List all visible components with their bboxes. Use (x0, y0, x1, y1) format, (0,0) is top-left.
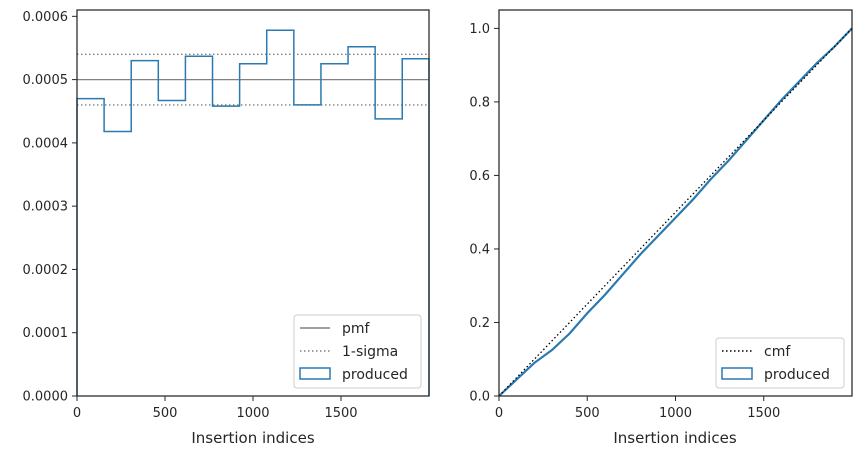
right-legend-box (715, 337, 845, 389)
right-x-axis-label: Insertion indices (613, 429, 736, 447)
legend-sigma-label: 1-sigma (342, 344, 398, 360)
legend-produced-label: produced (342, 367, 408, 383)
x-tick-label: 1000 (236, 406, 269, 421)
right-plot-area (499, 10, 852, 396)
pmf-histogram-panel: 0 500 1000 1500 0.00000.00010.00020.00030.0… (23, 9, 430, 447)
y-tick-label: 0.4 (469, 242, 490, 257)
x-tick-label: 500 (575, 406, 600, 421)
produced-cumulative-line (498, 27, 853, 397)
x-tick-label: 500 (153, 406, 178, 421)
y-tick-label: 0.0004 (23, 136, 69, 151)
legend-produced-label-right: produced (764, 367, 830, 383)
y-tick-label: 0.0 (469, 390, 490, 405)
y-tick-label: 0.2 (469, 316, 490, 331)
y-tick-label: 0.0005 (23, 73, 69, 88)
y-tick-label: 0.0001 (23, 326, 69, 341)
left-x-ticks: 0 500 1000 1500 (73, 396, 358, 421)
legend-pmf-label: pmf (342, 321, 371, 337)
y-tick-label: 0.8 (469, 95, 490, 110)
left-y-ticks: 0.0000 0.0001 0.0002 0.0003 0.0004 0.0005 0.00… (23, 10, 77, 405)
cmf-line (498, 27, 853, 397)
right-x-ticks: 0 500 1000 1500 (495, 396, 780, 421)
y-tick-label: 0.0002 (23, 263, 69, 278)
legend-cmf-label: cmf (764, 344, 791, 360)
produced-histogram-step (76, 29, 430, 396)
left-legend-box (293, 314, 422, 389)
y-tick-label: 0.0006 (23, 10, 69, 25)
left-reference-lines (77, 53, 429, 106)
right-y-ticks: 0.0 0.2 0.4 0.6 0.8 1.0 (469, 22, 499, 405)
x-tick-label: 1500 (747, 406, 780, 421)
x-tick-label: 0 (495, 406, 503, 421)
right-legend: cmf produced (715, 337, 845, 389)
legend-produced-swatch-right (721, 367, 753, 380)
y-tick-label: 0.6 (469, 169, 490, 184)
legend-produced-swatch (299, 367, 331, 380)
left-legend: pmf 1-sigma produced (293, 314, 422, 389)
left-x-axis-label: Insertion indices (191, 429, 314, 447)
y-tick-label: 0.0003 (23, 200, 69, 215)
left-histogram (76, 29, 430, 396)
x-tick-label: 0 (73, 406, 81, 421)
y-tick-label: 0.0000 (23, 390, 69, 405)
y-tick-label: 1.0 (469, 22, 490, 37)
cmf-panel: 0 500 1000 1500 0.0 0.2 0.4 0.6 0.8 1.0 Insertio… (469, 9, 853, 447)
x-tick-label: 1500 (324, 406, 357, 421)
right-series (498, 27, 853, 397)
x-tick-label: 1000 (659, 406, 692, 421)
